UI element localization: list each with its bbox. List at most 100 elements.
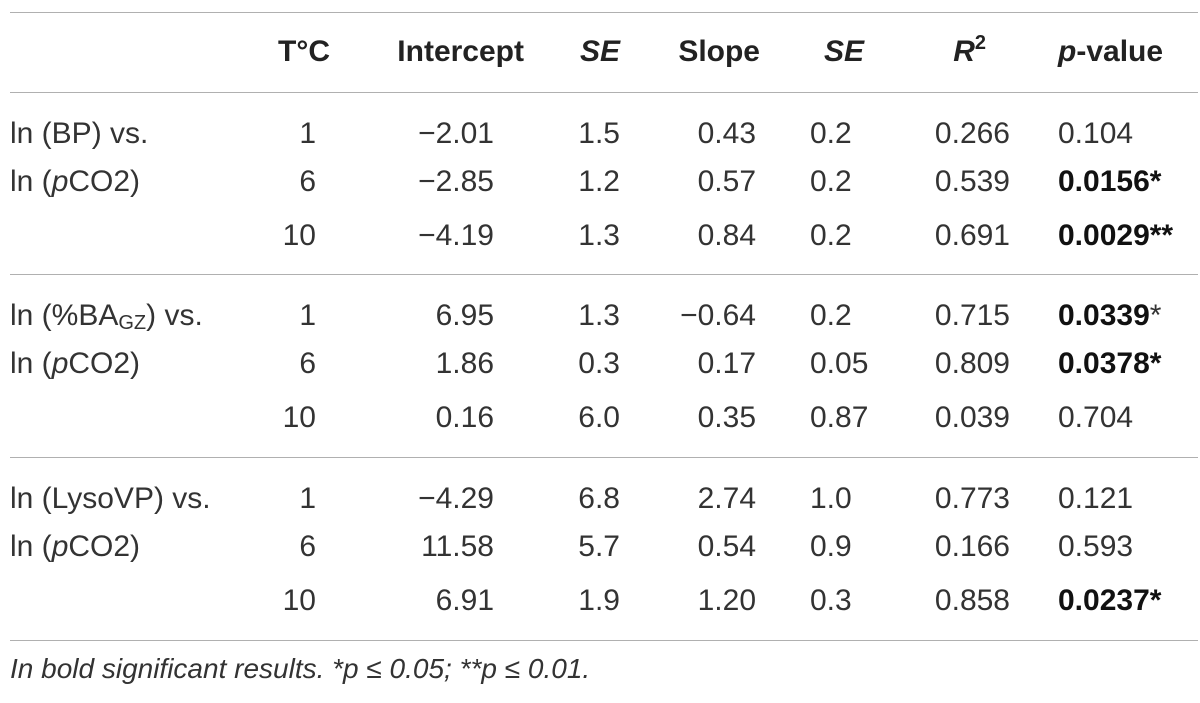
se-slope-cell: 0.3 [810, 584, 852, 617]
header-temp: T°C [278, 35, 330, 68]
se-intercept-cell: 6.0 [578, 401, 620, 434]
se-intercept-cell: 6.8 [578, 482, 620, 515]
group-2-label-post: ) vs. [146, 299, 203, 332]
intercept-cell: −2.01 [418, 117, 494, 150]
p-value-plain: 0.121 [1058, 482, 1134, 515]
header-intercept: Intercept [397, 35, 524, 68]
temp-cell: 10 [282, 401, 316, 434]
p-value-cell: 0.0378* [1058, 346, 1161, 382]
r-squared-cell: 0.539 [934, 165, 1010, 198]
header-slope: Slope [678, 35, 760, 68]
p-value-significant: 0.0156* [1058, 165, 1162, 198]
group-1-label-line1: ln (BP) vs. [10, 117, 149, 150]
se-slope-cell: 0.2 [810, 165, 852, 198]
header-p-rest: -value [1076, 35, 1164, 68]
group-1-label-pre: ln ( [10, 165, 52, 198]
group-3-label-line1: ln (LysoVP) vs. [10, 482, 211, 515]
header-se-slope: SE [823, 35, 864, 68]
group-2-label-pre: ln (%BA [10, 299, 119, 332]
group-2-label2-italic: p [51, 347, 69, 380]
group-2-label-line1: ln (%BAGZ) vs. [10, 298, 203, 341]
table-top-rule [10, 12, 1198, 13]
se-slope-cell: 0.9 [810, 530, 852, 563]
r-squared-cell: 0.773 [934, 482, 1010, 515]
group-3-label-post: CO2) [68, 530, 141, 563]
group-3-label-line2: ln (pCO2) [10, 529, 140, 565]
temp-cell: 1 [299, 482, 316, 515]
p-value-cell: 0.593 [1058, 529, 1133, 565]
temp-cell: 10 [282, 219, 316, 252]
se-slope-cell: 1.0 [810, 482, 852, 515]
p-value-cell: 0.0156* [1058, 164, 1161, 200]
se-slope-cell: 0.2 [810, 117, 852, 150]
group-1-label-post: CO2) [68, 165, 141, 198]
table-footnote: In bold significant results. *p ≤ 0.05; … [10, 653, 591, 684]
slope-cell: 0.54 [697, 530, 756, 563]
group-2-label-line2: ln (pCO2) [10, 346, 140, 382]
p-value-significant: 0.0237* [1058, 584, 1162, 617]
r-squared-cell: 0.266 [934, 117, 1010, 150]
slope-cell: 2.74 [697, 482, 756, 515]
temp-cell: 6 [299, 530, 316, 563]
intercept-cell: −4.19 [418, 219, 494, 252]
se-slope-cell: 0.87 [810, 401, 869, 434]
intercept-cell: 6.95 [435, 299, 494, 332]
p-value-cell: 0.104 [1058, 116, 1133, 152]
slope-cell: 0.43 [697, 117, 756, 150]
p-value-plain: 0.593 [1058, 530, 1134, 563]
slope-cell: 1.20 [697, 584, 756, 617]
p-value-plain: 0.704 [1058, 401, 1134, 434]
header-r-squared-sup: 2 [974, 32, 986, 54]
header-se-intercept: SE [579, 35, 620, 68]
group-1-label-line2: ln (pCO2) [10, 164, 140, 200]
temp-cell: 1 [299, 299, 316, 332]
intercept-cell: 0.16 [435, 401, 494, 434]
r-squared-cell: 0.039 [934, 401, 1010, 434]
se-intercept-cell: 1.9 [578, 584, 620, 617]
temp-cell: 6 [299, 165, 316, 198]
intercept-cell: 1.86 [435, 347, 494, 380]
se-intercept-cell: 1.5 [578, 117, 620, 150]
group-2-label2-pre: ln ( [10, 347, 52, 380]
header-p-value: p-value [1058, 34, 1163, 70]
r-squared-cell: 0.809 [934, 347, 1010, 380]
group-2-bottom-rule [10, 457, 1198, 458]
group-3-label-pre: ln ( [10, 530, 52, 563]
p-value-star: * [1149, 299, 1162, 332]
group-3-label-italic: p [51, 530, 69, 563]
p-value-cell: 0.121 [1058, 481, 1133, 517]
r-squared-cell: 0.715 [934, 299, 1010, 332]
se-intercept-cell: 1.2 [578, 165, 620, 198]
intercept-cell: 6.91 [435, 584, 494, 617]
temp-cell: 6 [299, 347, 316, 380]
p-value-significant: 0.0339 [1058, 299, 1150, 332]
slope-cell: −0.64 [680, 299, 756, 332]
r-squared-cell: 0.691 [934, 219, 1010, 252]
group-2-label2-post: CO2) [68, 347, 141, 380]
se-slope-cell: 0.2 [810, 219, 852, 252]
se-intercept-cell: 5.7 [578, 530, 620, 563]
p-value-cell: 0.0029** [1058, 218, 1173, 254]
r-squared-cell: 0.166 [934, 530, 1010, 563]
se-slope-cell: 0.05 [810, 347, 869, 380]
r-squared-cell: 0.858 [934, 584, 1010, 617]
p-value-cell: 0.0237* [1058, 583, 1161, 619]
header-p-italic: p [1058, 35, 1077, 68]
se-intercept-cell: 1.3 [578, 299, 620, 332]
p-value-significant: 0.0029** [1058, 219, 1174, 252]
se-intercept-cell: 0.3 [578, 347, 620, 380]
intercept-cell: −2.85 [418, 165, 494, 198]
slope-cell: 0.57 [697, 165, 756, 198]
intercept-cell: −4.29 [418, 482, 494, 515]
header-r-squared-base: R [953, 35, 975, 68]
slope-cell: 0.35 [697, 401, 756, 434]
group-2-label-sub: GZ [118, 312, 147, 334]
header-bottom-rule [10, 92, 1198, 93]
se-slope-cell: 0.2 [810, 299, 852, 332]
group-1-bottom-rule [10, 274, 1198, 275]
temp-cell: 1 [299, 117, 316, 150]
header-r-squared: R2 [900, 32, 986, 70]
p-value-significant: 0.0378* [1058, 347, 1162, 380]
p-value-cell: 0.0339* [1058, 298, 1161, 334]
table-bottom-rule [10, 640, 1198, 641]
